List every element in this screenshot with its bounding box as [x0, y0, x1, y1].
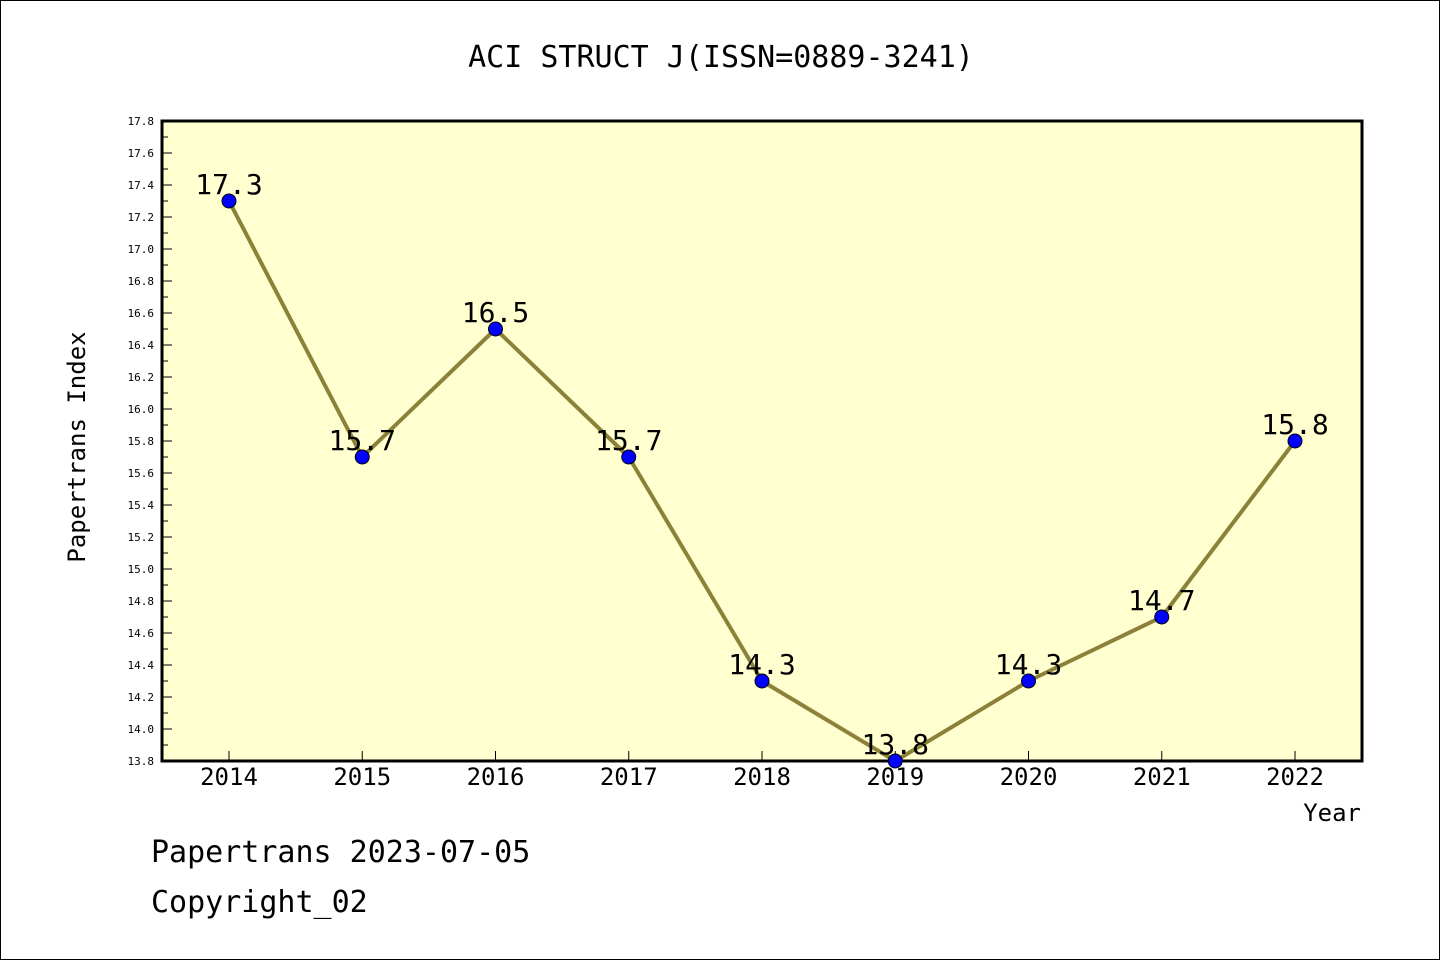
y-tick-label: 15.6 [128, 467, 155, 480]
data-point [1287, 433, 1303, 449]
y-tick-label: 14.0 [128, 723, 155, 736]
y-tick-label: 16.6 [128, 307, 155, 320]
y-tick-label: 15.2 [128, 531, 155, 544]
y-tick-label: 15.8 [128, 435, 155, 448]
y-tick-label: 16.2 [128, 371, 155, 384]
data-label: 15.7 [329, 424, 396, 457]
data-label: 15.8 [1261, 408, 1328, 441]
data-label: 13.8 [862, 728, 929, 761]
y-tick-label: 17.2 [128, 211, 155, 224]
data-label: 17.3 [195, 168, 262, 201]
data-point [754, 673, 770, 689]
data-label: 14.7 [1128, 584, 1195, 617]
data-point [488, 321, 503, 337]
y-tick-label: 13.8 [128, 755, 155, 768]
data-point [1154, 609, 1170, 625]
x-tick-label: 2021 [1133, 763, 1191, 791]
y-axis-label: Papertrans Index [63, 331, 91, 562]
data-label: 16.5 [462, 296, 529, 329]
data-point [621, 449, 637, 465]
x-axis-label: Year [1303, 799, 1361, 827]
x-tick-label: 2014 [200, 763, 258, 791]
y-tick-label: 14.8 [128, 595, 155, 608]
data-label: 15.7 [595, 424, 662, 457]
data-point [354, 449, 370, 465]
chart-title: ACI STRUCT J(ISSN=0889-3241) [468, 40, 974, 75]
x-tick-label: 2017 [600, 763, 658, 791]
y-tick-label: 15.4 [128, 499, 155, 512]
x-tick-label: 2016 [467, 763, 525, 791]
x-tick-label: 2022 [1266, 763, 1324, 791]
series-papertrans-index: 17.3 15.7 16.5 15.7 14.3 13.8 14.3 14.7 15.8 [195, 168, 1329, 769]
y-tick-label: 14.4 [128, 659, 155, 672]
y-tick-label: 16.0 [128, 403, 155, 416]
footer-date: Papertrans 2023-07-05 [151, 835, 531, 870]
plot-area [160, 119, 1364, 763]
y-tick-label: 17.6 [128, 147, 155, 160]
y-tick-label: 15.0 [128, 563, 155, 576]
y-tick-label: 17.4 [128, 179, 155, 192]
y-tick-label: 14.6 [128, 627, 155, 640]
footer-copyright: Copyright_02 [151, 885, 368, 920]
data-label: 14.3 [995, 648, 1062, 681]
x-tick-label: 2015 [333, 763, 391, 791]
x-tick-label: 2018 [733, 763, 791, 791]
y-tick-label: 17.0 [128, 243, 155, 256]
y-tick-label: 16.8 [128, 275, 155, 288]
y-tick-label: 17.8 [128, 115, 155, 128]
data-label: 14.3 [728, 648, 795, 681]
x-axis: 2014 2015 2016 2017 2018 2019 2020 2021 2022 [200, 751, 1324, 791]
data-point [887, 753, 903, 769]
y-tick-label: 16.4 [128, 339, 155, 352]
data-point [221, 193, 237, 209]
data-point [1021, 673, 1036, 689]
y-tick-label: 14.2 [128, 691, 155, 704]
x-tick-label: 2020 [1000, 763, 1058, 791]
y-axis: 13.8 14.0 14.2 14.4 14.6 14.8 15.0 15.2 15.4 15.6… [128, 115, 172, 768]
